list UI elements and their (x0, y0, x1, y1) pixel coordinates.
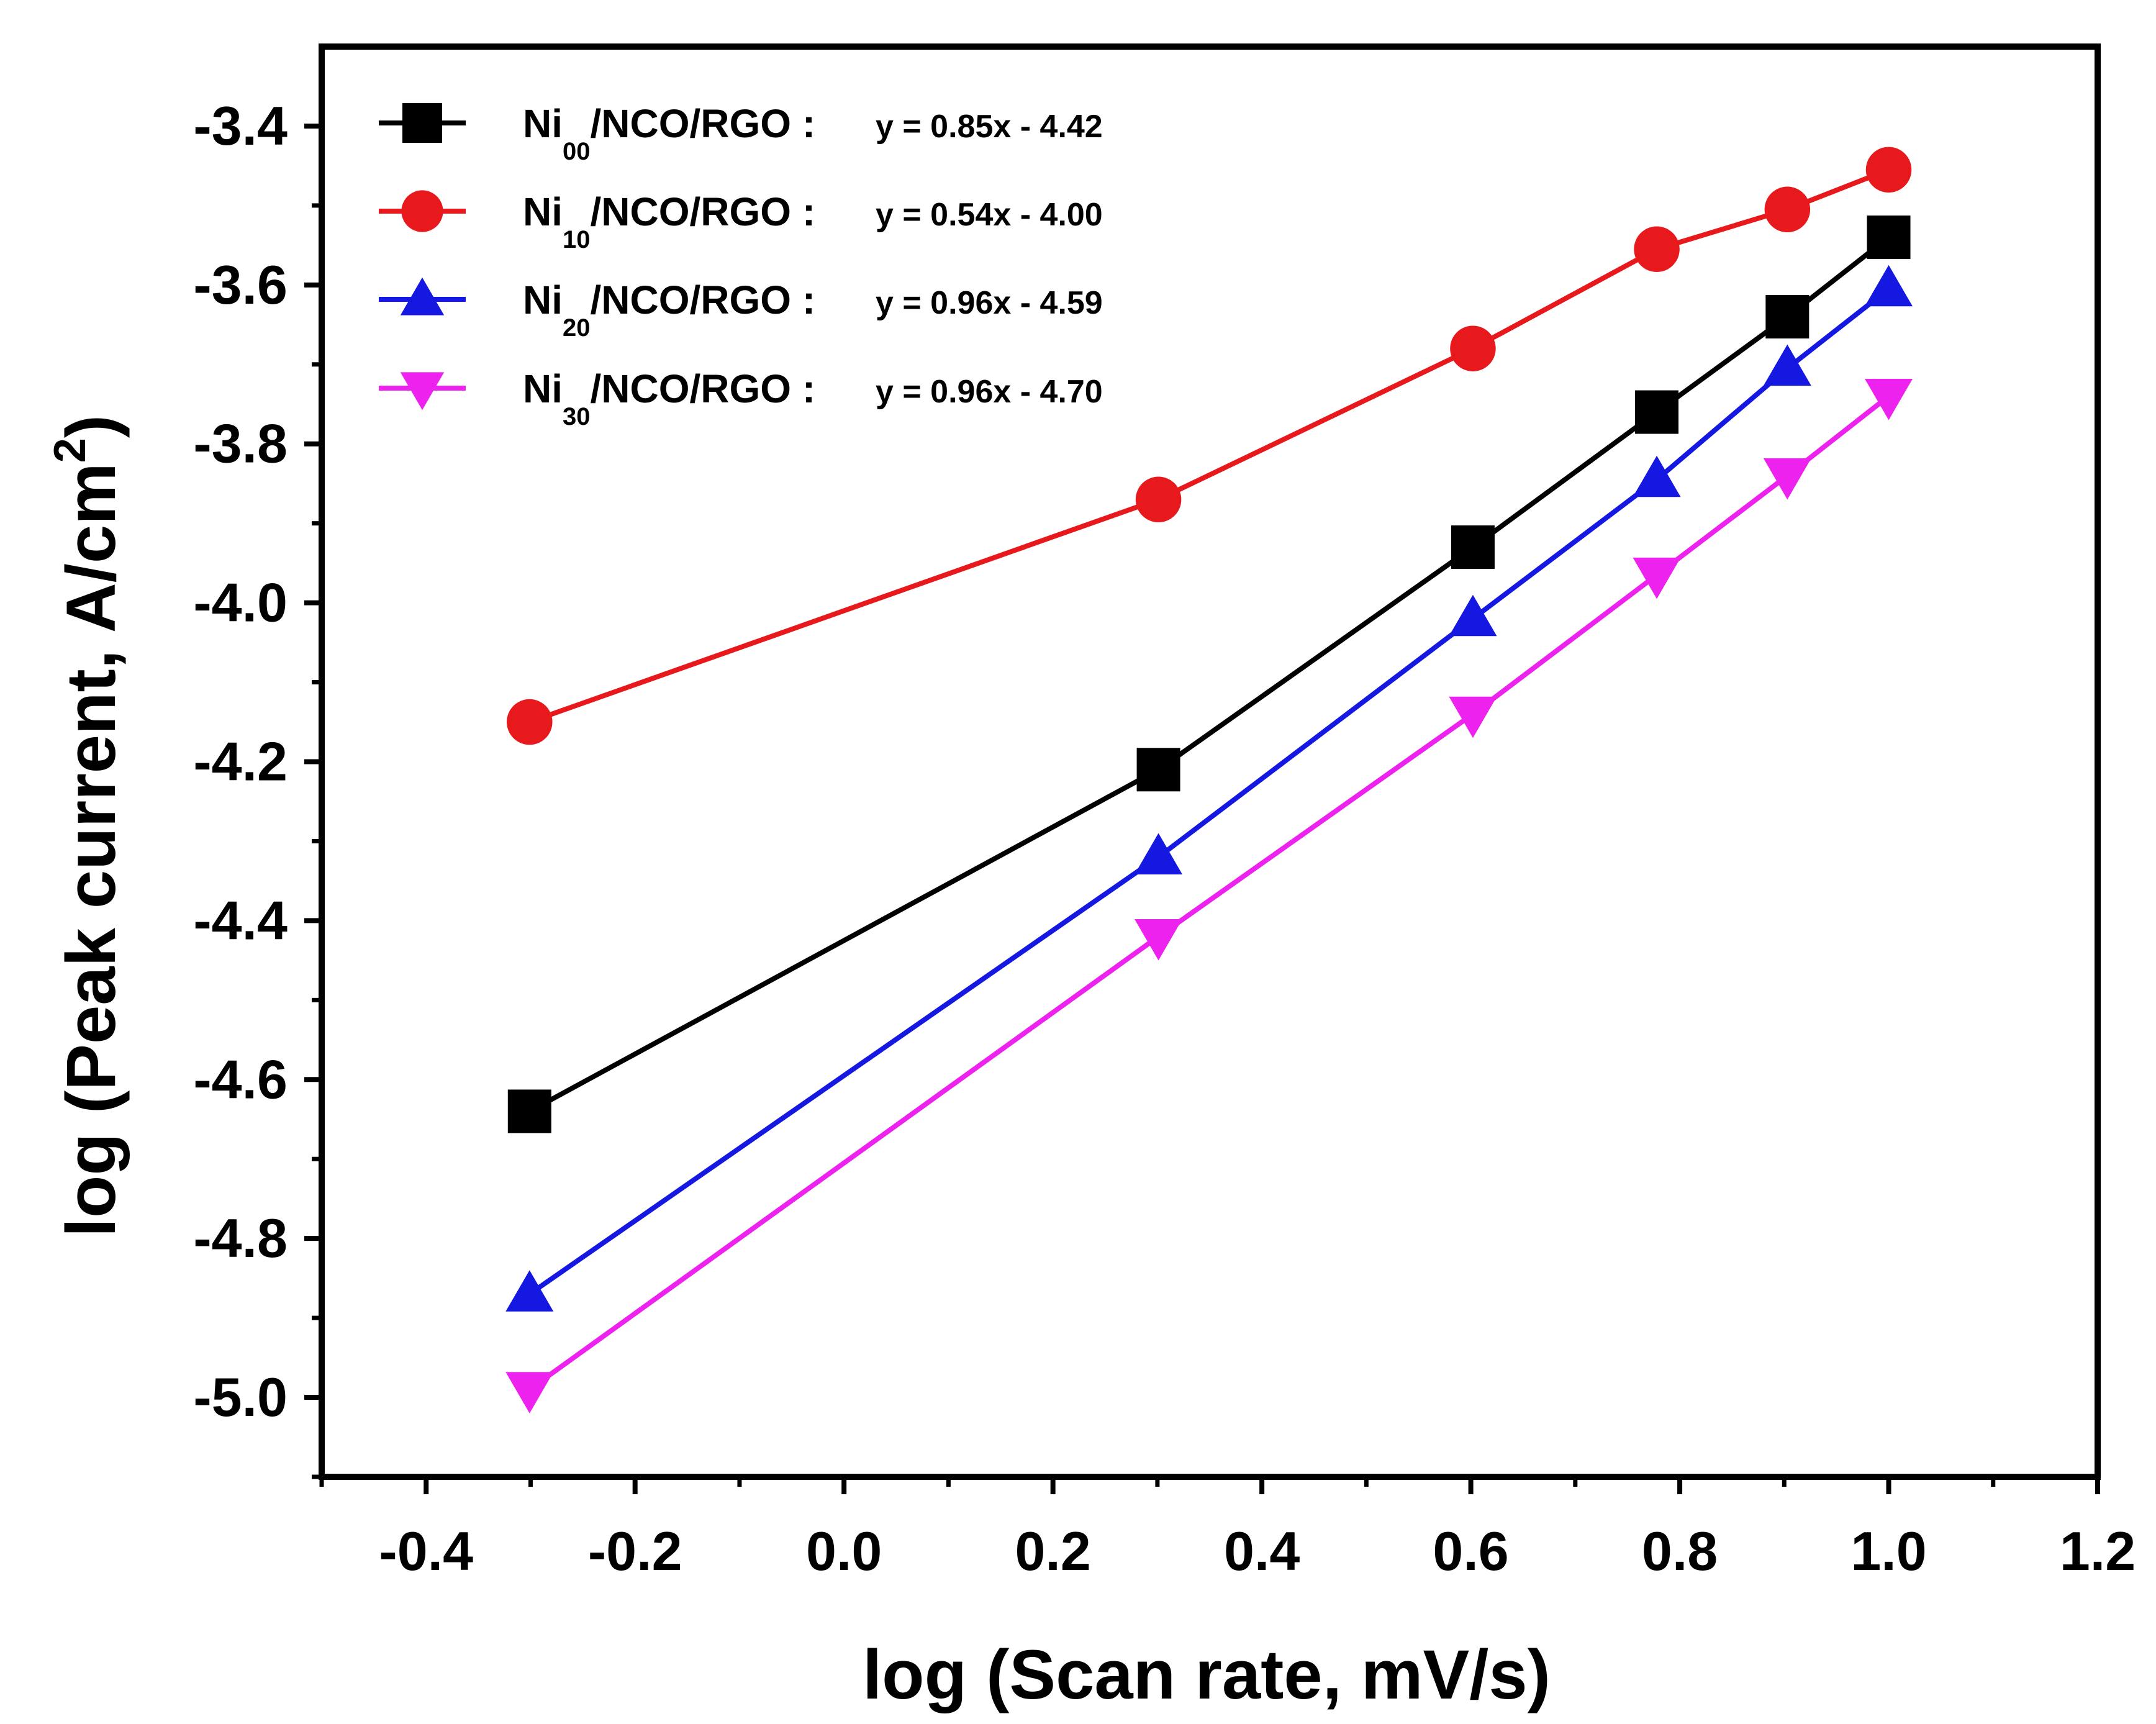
legend-label-rest: /NCO/RGO : (591, 278, 816, 322)
y-tick-label: -4.4 (193, 889, 288, 951)
data-point (1449, 594, 1497, 637)
legend-entry-20: Ni20/NCO/RGO : y = 0.96x - 4.59 (379, 277, 1103, 342)
legend-equation: y = 0.96x - 4.70 (876, 374, 1103, 410)
series-layer (505, 147, 1913, 1413)
data-point (1135, 833, 1183, 875)
x-axis-title: log (Scan rate, mV/s) (863, 1636, 1551, 1713)
legend-label-main: Ni (523, 189, 563, 234)
legend-label-main: Ni (523, 366, 563, 411)
legend-label-subscript: 20 (563, 314, 591, 342)
y-tick-label: -4.2 (193, 731, 288, 792)
data-point (505, 1372, 554, 1413)
data-point (505, 1270, 554, 1312)
y-tick-label: -5.0 (193, 1366, 288, 1428)
data-point (1451, 525, 1495, 569)
axes: -0.4 -0.2 0.0 0.2 0.4 0.6 0.8 1.0 1.2 -5.0 -4.8 -4.… (193, 43, 2136, 1582)
legend: Ni00/NCO/RGO :y = 0.85x - 4.42Ni10/NCO/R… (379, 101, 1103, 430)
legend-entry-10: Ni10/NCO/RGO : y = 0.54x - 4.00 (379, 189, 1103, 253)
legend-label-main: Ni (523, 101, 563, 146)
x-tick-label: 1.0 (1850, 1520, 1926, 1582)
series-10 (507, 147, 1912, 745)
y-tick-label: -3.6 (193, 254, 288, 315)
data-point (1763, 458, 1811, 500)
data-point (1865, 265, 1913, 307)
series-line (528, 287, 1890, 1297)
data-point (1865, 147, 1912, 193)
y-axis-title-superscript: 2 (45, 438, 95, 463)
x-tick-label: 0.6 (1433, 1520, 1508, 1582)
legend-label-rest: /NCO/RGO : (591, 189, 816, 234)
data-point (1633, 455, 1681, 497)
data-point (1136, 748, 1180, 792)
legend-label-subscript: 10 (563, 226, 591, 253)
data-point (507, 1089, 551, 1133)
data-point (1450, 325, 1496, 371)
legend-label-rest: /NCO/RGO : (591, 101, 816, 146)
y-tick-label: -4.0 (193, 572, 288, 633)
data-point (1135, 476, 1182, 523)
legend-label-rest: /NCO/RGO : (591, 366, 816, 411)
legend-label: Ni10/NCO/RGO : (523, 189, 815, 253)
y-axis-title-close: ) (52, 415, 130, 438)
legend-equation: y = 0.96x - 4.59 (876, 285, 1103, 321)
legend-equation: y = 0.54x - 4.00 (876, 197, 1103, 233)
data-point (1135, 919, 1183, 961)
x-tick-label: -0.2 (588, 1520, 682, 1582)
x-tick-label: 1.2 (2060, 1520, 2136, 1582)
x-tick-label: -0.4 (379, 1520, 473, 1582)
legend-label: Ni20/NCO/RGO : (523, 278, 815, 342)
series-00 (507, 216, 1911, 1133)
y-tick-label: -3.4 (193, 95, 288, 157)
legend-marker (400, 372, 445, 411)
x-tick-label: 0.0 (806, 1520, 882, 1582)
y-tick-label: -3.8 (193, 413, 288, 474)
data-point (1765, 295, 1810, 339)
data-point (1763, 344, 1811, 386)
data-point (1635, 390, 1679, 434)
legend-entry-00: Ni00/NCO/RGO : y = 0.85x - 4.42 (379, 101, 1103, 165)
data-point (1764, 186, 1811, 233)
data-point (1633, 557, 1681, 599)
data-point (1449, 696, 1497, 738)
legend-label-subscript: 00 (563, 138, 591, 165)
x-tick-label: 0.8 (1642, 1520, 1718, 1582)
y-axis-title-text: log (Peak current, A/cm (52, 463, 130, 1237)
y-axis-title: log (Peak current, A/cm2) (45, 415, 130, 1237)
legend-entry-30: Ni30/NCO/RGO : y = 0.96x - 4.70 (379, 366, 1103, 430)
series-20 (505, 265, 1913, 1312)
legend-label-subscript: 30 (563, 403, 591, 430)
data-point (507, 699, 553, 745)
data-point (1634, 226, 1680, 273)
data-point (1867, 216, 1911, 260)
legend-marker (402, 103, 442, 143)
legend-label: Ni30/NCO/RGO : (523, 366, 815, 430)
series-30 (505, 378, 1913, 1413)
legend-marker (401, 190, 443, 232)
y-tick-label: -4.6 (193, 1048, 288, 1110)
legend-label: Ni00/NCO/RGO : (523, 101, 815, 165)
y-tick-label: -4.8 (193, 1207, 288, 1269)
data-point (1865, 378, 1913, 420)
legend-equation: y = 0.85x - 4.42 (876, 109, 1103, 145)
legend-label-main: Ni (523, 278, 563, 322)
x-tick-label: 0.2 (1015, 1520, 1090, 1582)
x-tick-label: 0.4 (1224, 1520, 1300, 1582)
legend-marker (400, 277, 445, 315)
